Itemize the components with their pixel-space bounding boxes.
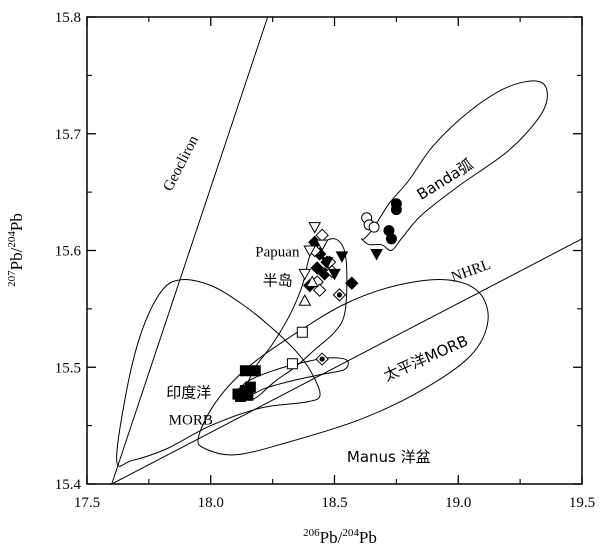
field-outline-0 [360,80,548,252]
data-point-diamond-filled [345,276,359,290]
data-point-square-filled [239,365,251,377]
data-point-circle-open [368,221,380,233]
data-point-square-filled [249,365,261,377]
y-axis-label: 207Pb/204Pb [6,213,26,287]
y-label-sup1: 207 [6,270,18,287]
x-tick-label: 17.5 [74,495,100,511]
field-outline-3 [197,279,489,456]
annotation-papuan: Papuan [255,244,300,260]
field-outline-4 [235,357,349,399]
y-tick-label: 15.7 [55,127,82,143]
data-point-triangle-down-open [315,239,329,252]
annotation-pacific: 太平洋MORB [381,332,471,385]
y-tick-label: 15.5 [55,360,81,376]
data-point-diamond-dot-center [319,356,325,362]
y-label-part1: Pb/ [7,247,26,270]
data-point-diamond-open [312,283,327,297]
data-point-triangle-down-open [298,268,312,281]
y-label-sup2: 204 [6,231,18,248]
data-point-triangle-down-filled [320,257,334,269]
x-label-sup2: 204 [342,527,359,539]
annotation-manus: Manus 洋盆 [347,448,431,466]
x-label-sup1: 206 [303,527,320,539]
x-axis-label: 206Pb/204Pb [303,527,377,547]
data-point-triangle-down-open [303,245,317,258]
annotation-nhrl: NHRL [449,257,493,286]
field-outline-2 [116,279,321,467]
annotation-indian-1: 印度洋 [166,384,211,402]
x-label-part2: Pb [359,528,377,547]
x-tick-label: 18.0 [198,495,224,511]
data-point-triangle-up-open [305,275,319,288]
data-point-diamond-dot-center [336,292,343,298]
reference-line-1 [111,238,582,484]
annotation-papuan-2: 半岛 [263,272,293,290]
data-point-square-open [296,326,308,338]
x-label-part1: Pb/ [320,528,343,547]
annotations-layer: GeoclironNHRLBanda弧Papuan半岛印度洋MORB太平洋MOR… [160,133,493,466]
fields-layer [116,80,548,467]
data-point-triangle-down-filled [335,251,349,263]
field-outline-1 [244,238,348,401]
annotation-indian-2: MORB [169,412,213,428]
x-tick-label: 19.5 [569,495,595,511]
data-point-triangle-down-filled [328,268,341,281]
data-point-square-filled [234,390,246,402]
ticks-layer: 17.5 18.0 18.5 19.0 19.5 15.4 15.5 15.6 15.7 15.8 [55,10,595,511]
reference-line-0 [111,17,269,484]
annotation-geocliron: Geocliron [160,133,202,194]
points-layer [232,198,402,402]
y-tick-label: 15.6 [55,244,82,260]
y-label-part2: Pb [7,213,26,231]
x-tick-label: 18.5 [321,495,347,511]
y-tick-label: 15.4 [55,477,82,493]
x-tick-label: 19.0 [445,495,471,511]
data-point-square-open [286,358,298,370]
data-point-circle-filled [385,233,397,245]
y-tick-label: 15.8 [55,10,81,26]
data-point-diamond-filled [310,261,324,275]
data-point-triangle-down-open [308,222,322,234]
reference-lines-layer [111,17,582,484]
data-point-triangle-up-open [298,294,312,306]
data-point-triangle-down-filled [370,249,383,261]
data-point-circle-filled [390,198,402,210]
